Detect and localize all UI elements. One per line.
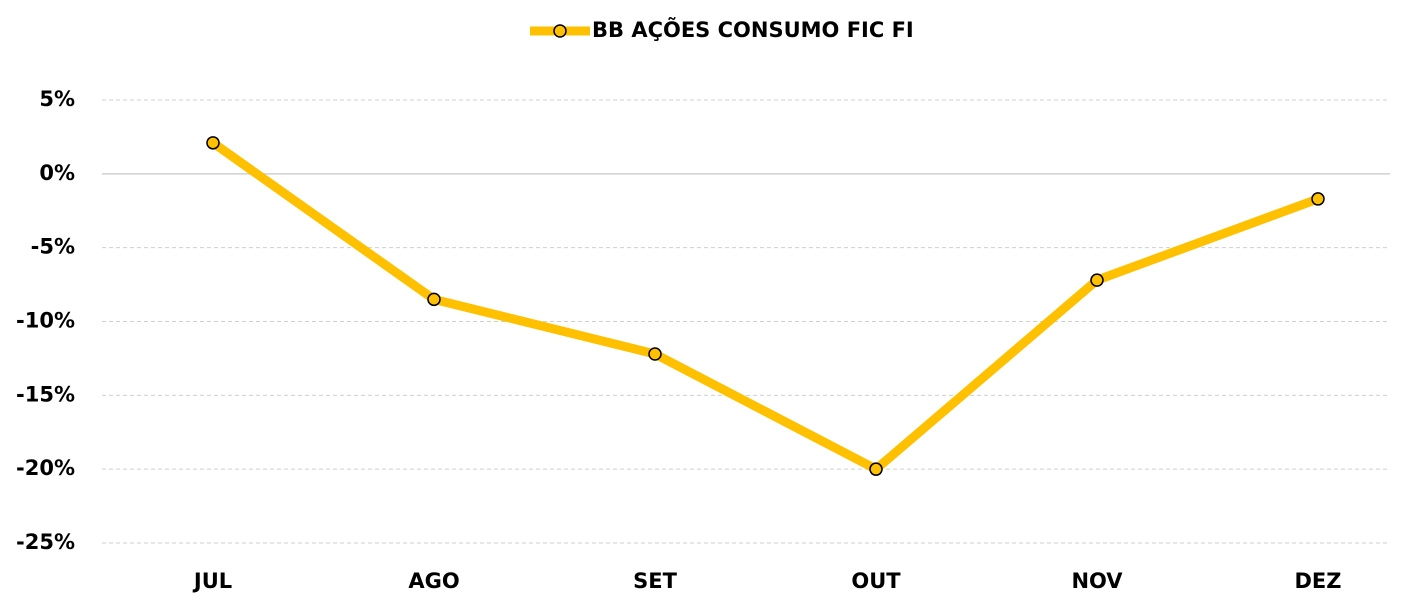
point — [1311, 192, 1325, 206]
y-tick-label: -20% — [16, 456, 75, 480]
y-tick-label: -5% — [31, 235, 75, 259]
y-tick-label: -25% — [16, 530, 75, 554]
x-tick-label: DEZ — [1294, 569, 1341, 593]
point — [427, 292, 441, 307]
point — [206, 136, 220, 150]
y-tick-label: 5% — [39, 87, 75, 111]
y-tick-label: -15% — [16, 382, 75, 406]
x-tick-label: AGO — [408, 569, 459, 593]
x-tick-label: OUT — [851, 569, 901, 593]
series-line — [208, 138, 1323, 474]
x-tick-label: JUL — [192, 569, 232, 593]
point — [1090, 273, 1104, 287]
y-tick-label: 0% — [39, 161, 75, 185]
point — [648, 347, 662, 361]
y-tick-label: -10% — [16, 309, 75, 333]
legend-marker — [553, 24, 567, 38]
legend-label: BB AÇÕES CONSUMO FIC FI — [592, 17, 914, 42]
x-tick-label: SET — [633, 569, 677, 593]
point — [869, 462, 883, 476]
x-tick-label: NOV — [1071, 569, 1123, 593]
